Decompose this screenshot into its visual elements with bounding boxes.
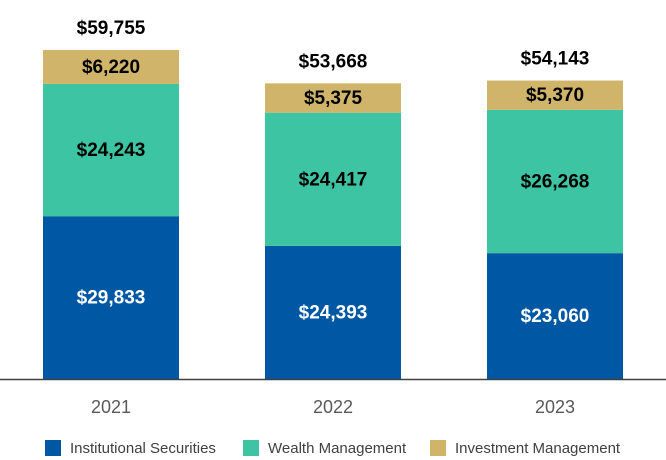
legend-swatch — [45, 440, 61, 456]
total-label: $54,143 — [521, 49, 590, 70]
bar-segment — [487, 109, 623, 254]
segment-label: $24,417 — [299, 169, 368, 190]
legend-label: Wealth Management — [268, 440, 407, 457]
segment-label: $24,393 — [299, 302, 368, 323]
segment-label: $26,268 — [521, 172, 590, 193]
bar-segment — [43, 83, 179, 217]
bar-segment — [487, 253, 623, 379]
bar-segment — [265, 245, 401, 379]
segment-label: $24,243 — [77, 140, 146, 161]
x-tick-label: 2021 — [91, 397, 131, 417]
segment-label: $5,370 — [526, 85, 584, 106]
segment-label: $6,220 — [82, 57, 140, 78]
bar-segment — [487, 80, 623, 110]
total-label: $53,668 — [299, 51, 368, 72]
bar-segment — [265, 83, 401, 113]
x-tick-label: 2022 — [313, 397, 353, 417]
x-tick-label: 2023 — [535, 397, 575, 417]
bar-segment — [43, 216, 179, 379]
legend-swatch — [430, 440, 446, 456]
segment-label: $29,833 — [77, 288, 146, 309]
legend-swatch — [243, 440, 259, 456]
segment-label: $5,375 — [304, 88, 363, 109]
legend-label: Investment Management — [455, 440, 621, 457]
bar-segment — [43, 50, 179, 84]
total-label: $59,755 — [77, 18, 146, 39]
segment-label: $23,060 — [521, 306, 590, 327]
bar-segment — [265, 112, 401, 246]
legend-label: Institutional Securities — [70, 440, 216, 457]
